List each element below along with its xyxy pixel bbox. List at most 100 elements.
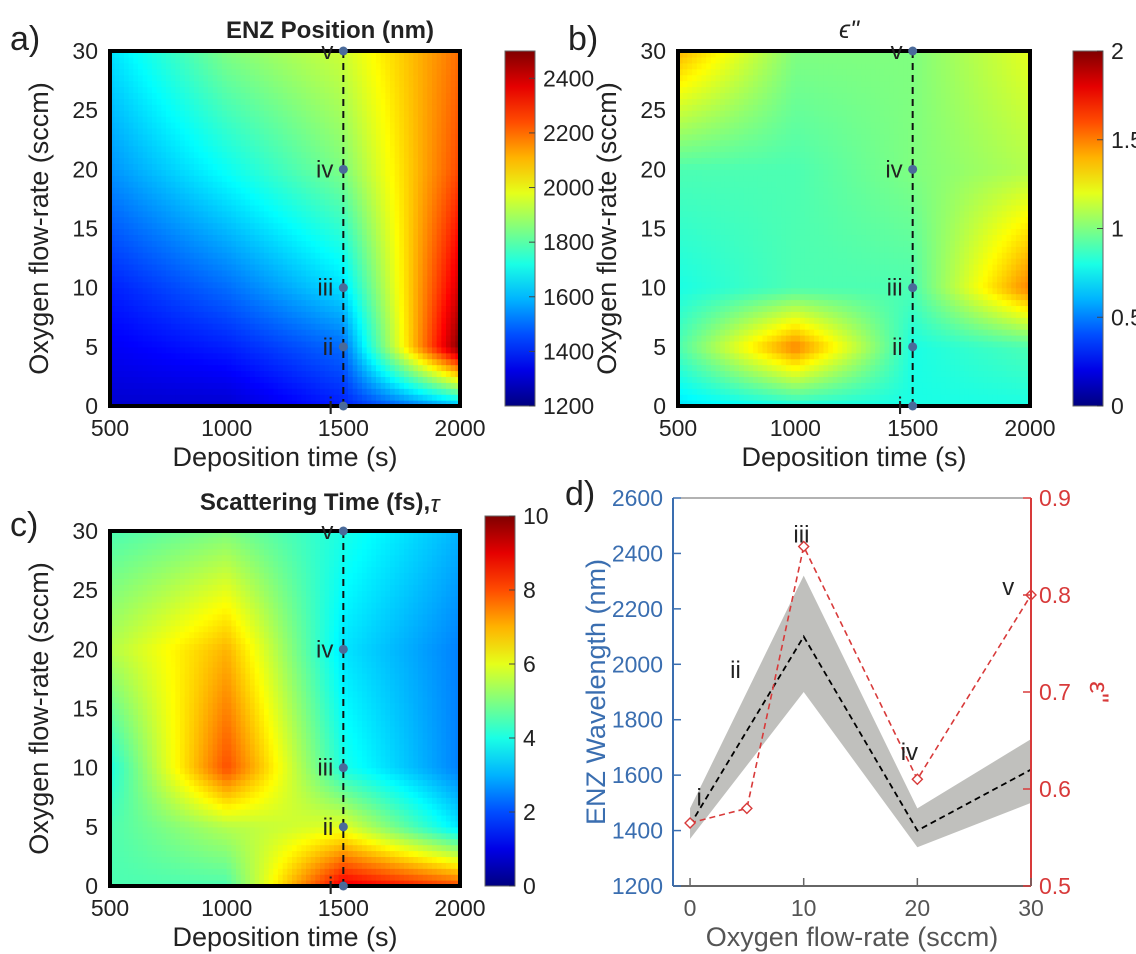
heatmap-cell xyxy=(320,329,326,336)
heatmap-cell xyxy=(427,394,433,401)
heatmap-cell xyxy=(133,346,139,354)
heatmap-cell xyxy=(194,287,200,295)
heatmap-cell xyxy=(310,198,316,206)
heatmap-cell xyxy=(343,80,349,88)
heatmap-cell xyxy=(119,293,125,301)
heatmap-cell xyxy=(696,133,703,141)
heatmap-cell xyxy=(194,335,200,342)
heatmap-cell xyxy=(142,198,148,206)
heatmap-cell xyxy=(156,193,162,200)
heatmap-cell xyxy=(399,311,405,318)
heatmap-cell xyxy=(399,110,405,117)
heatmap-cell xyxy=(128,264,134,271)
heatmap-cell xyxy=(404,317,410,324)
heatmap-cell xyxy=(408,240,414,247)
heatmap-cell xyxy=(222,187,228,194)
heatmap-cell xyxy=(701,175,707,182)
heatmap-cell xyxy=(357,340,363,348)
heatmap-cell xyxy=(338,258,344,265)
heatmap-cell xyxy=(240,240,246,247)
heatmap-cell xyxy=(138,216,144,224)
heatmap-cell xyxy=(170,98,176,105)
heatmap-cell xyxy=(119,122,125,129)
heatmap-cell xyxy=(278,151,284,159)
heatmap-cell xyxy=(329,145,335,153)
heatmap-cell xyxy=(296,364,302,372)
heatmap-cell xyxy=(301,358,307,366)
heatmap-cell xyxy=(189,62,195,70)
heatmap-cell xyxy=(226,116,232,123)
heatmap-cell xyxy=(226,370,232,378)
heatmap-cell xyxy=(152,388,158,395)
heatmap-cell xyxy=(696,139,703,147)
heatmap-cell xyxy=(343,275,349,283)
heatmap-cell xyxy=(259,222,265,230)
heatmap-cell xyxy=(198,340,204,348)
heatmap-cell xyxy=(301,275,307,283)
heatmap-cell xyxy=(222,394,228,401)
heatmap-cell xyxy=(306,74,312,82)
heatmap-cell xyxy=(231,234,237,241)
heatmap-cell xyxy=(408,388,414,395)
heatmap-cell xyxy=(208,346,214,354)
heatmap-cell xyxy=(427,323,433,330)
heatmap-cell xyxy=(114,151,120,159)
heatmap-cell xyxy=(147,299,153,307)
heatmap-cell xyxy=(124,323,130,330)
heatmap-cell xyxy=(352,110,358,117)
heatmap-cell xyxy=(152,394,158,401)
heatmap-cell xyxy=(166,234,172,241)
heatmap-cell xyxy=(198,163,204,170)
heatmap-cell xyxy=(329,98,335,105)
heatmap-cell xyxy=(320,74,326,82)
heatmap-cell xyxy=(273,394,279,401)
heatmap-cell xyxy=(166,376,172,383)
heatmap-cell xyxy=(236,388,242,395)
heatmap-cell xyxy=(385,258,391,265)
heatmap-cell xyxy=(352,364,358,372)
heatmap-cell xyxy=(259,293,265,301)
heatmap-cell xyxy=(273,116,279,123)
heatmap-cell xyxy=(306,293,312,301)
heatmap-cell xyxy=(306,376,312,383)
heatmap-cell xyxy=(203,193,209,200)
heatmap-cell xyxy=(161,305,167,312)
heatmap-cell xyxy=(678,264,684,271)
heatmap-cell xyxy=(390,104,396,111)
heatmap-cell xyxy=(310,56,316,64)
heatmap-cell xyxy=(189,163,195,170)
heatmap-cell xyxy=(678,145,684,153)
heatmap-cell xyxy=(362,104,368,111)
heatmap-cell xyxy=(138,335,144,342)
heatmap-cell xyxy=(278,169,284,176)
heatmap-cell xyxy=(310,311,316,318)
heatmap-cell xyxy=(184,382,190,389)
heatmap-cell xyxy=(203,74,209,82)
heatmap-cell xyxy=(455,317,461,324)
heatmap-cell xyxy=(161,382,167,389)
heatmap-cell xyxy=(273,281,279,289)
heatmap-cell xyxy=(348,175,354,182)
heatmap-cell xyxy=(198,258,204,265)
heatmap-cell xyxy=(292,110,298,117)
heatmap-cell xyxy=(138,127,144,135)
heatmap-cell xyxy=(408,175,414,182)
heatmap-cell xyxy=(343,323,349,330)
heatmap-cell xyxy=(348,258,354,265)
heatmap-cell xyxy=(455,400,461,407)
heatmap-cell xyxy=(348,400,354,407)
heatmap-cell xyxy=(455,258,461,265)
heatmap-cell xyxy=(390,311,396,318)
heatmap-cell xyxy=(371,352,377,360)
heatmap-cell xyxy=(408,62,414,70)
heatmap-cell xyxy=(701,323,707,330)
heatmap-cell xyxy=(678,169,684,176)
heatmap-cell xyxy=(152,139,158,147)
heatmap-cell xyxy=(399,400,405,407)
heatmap-cell xyxy=(152,352,158,360)
heatmap-cell xyxy=(156,376,162,383)
heatmap-cell xyxy=(357,139,363,147)
heatmap-cell xyxy=(170,252,176,259)
marker-label: iii xyxy=(317,275,333,302)
heatmap-cell xyxy=(189,175,195,182)
